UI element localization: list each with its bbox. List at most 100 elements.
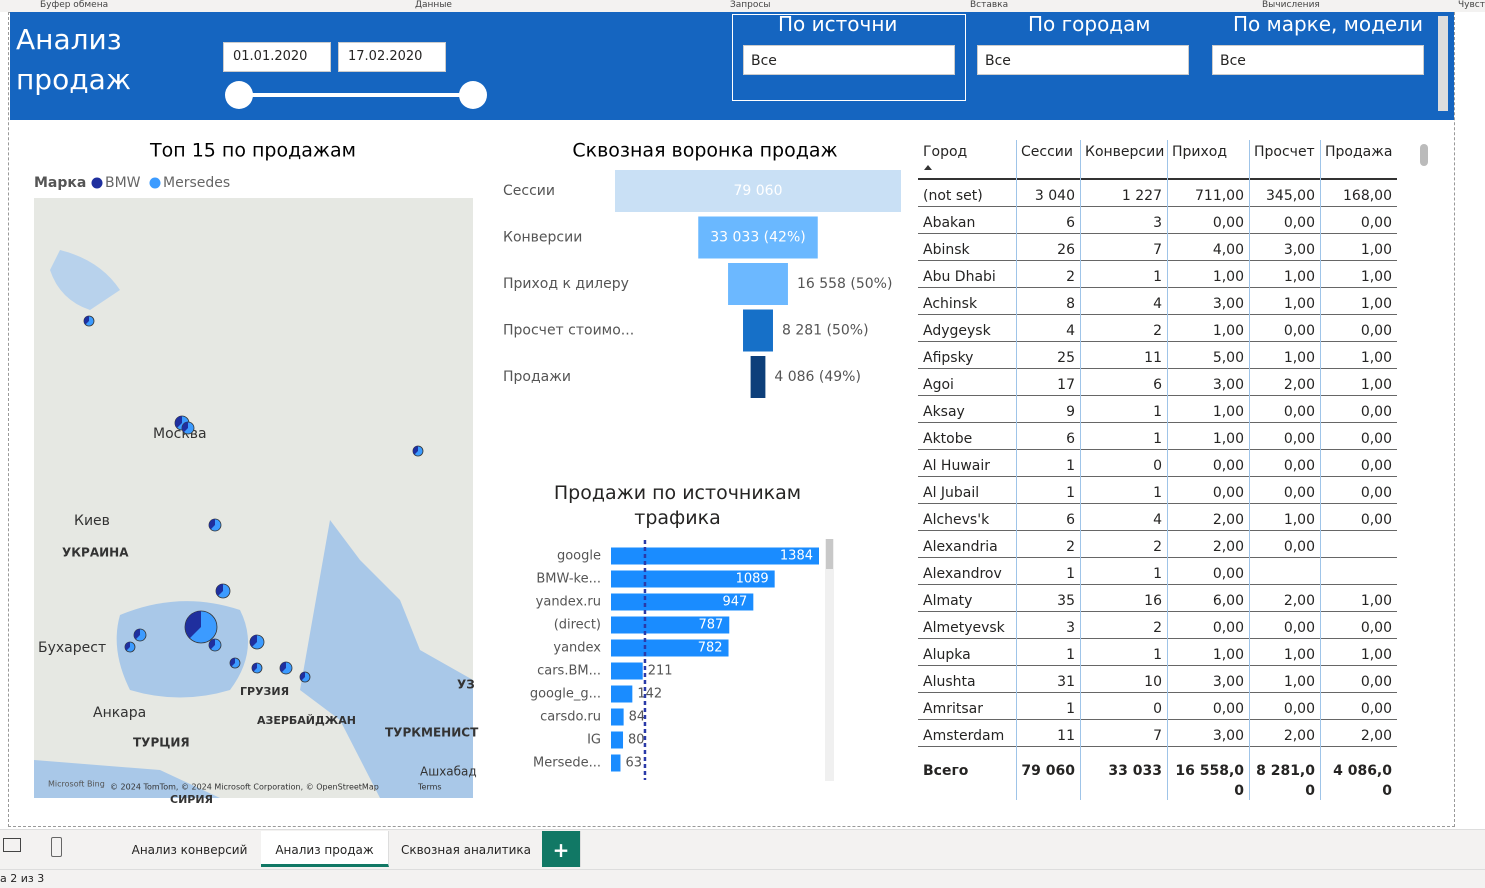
table-cell: 0,00 (1167, 612, 1249, 639)
map-label: СИРИЯ (170, 793, 213, 806)
slicer-title: По городам (1028, 12, 1151, 36)
table-cell: 0,00 (1249, 531, 1320, 558)
chart-title: Продажи по источникам трафика (553, 482, 802, 529)
table-cell: 7 (1080, 720, 1167, 747)
map-bubble-slice (413, 446, 418, 455)
bar-category: cars.BM... (537, 664, 601, 679)
map-label: УКРАИНА (62, 546, 129, 560)
table-cell: Alushta (918, 666, 1016, 693)
table-cell (1249, 558, 1320, 585)
page-tab[interactable]: Анализ конверсий (118, 831, 262, 867)
page-tab[interactable]: Сквозная аналитика (390, 831, 543, 867)
table-cell: 2,00 (1167, 504, 1249, 531)
table-cell: 35 (1016, 585, 1080, 612)
table-cell: 0 (1080, 693, 1167, 720)
ribbon-label: Вставка (970, 0, 1009, 10)
slicer-dropdown[interactable]: Все (977, 45, 1189, 75)
column-header: Конверсии (1085, 144, 1165, 160)
table-cell: 11 (1016, 720, 1080, 747)
table-cell: 1,00 (1249, 342, 1320, 369)
map-bubble-slice (300, 672, 305, 681)
table-cell: 2,00 (1249, 720, 1320, 747)
map-bubble-slice (280, 662, 286, 673)
bar (611, 639, 729, 657)
bar-category: google (557, 549, 601, 564)
table-cell: 6 (1016, 504, 1080, 531)
map-bubble-slice (209, 639, 215, 650)
slicer-dropdown[interactable]: Все (1212, 45, 1424, 75)
table-cell: 16 (1080, 585, 1167, 612)
table-cell: 1,00 (1249, 666, 1320, 693)
table-cell: 4 (1016, 315, 1080, 342)
date-to[interactable]: 17.02.2020 (338, 42, 446, 72)
table-cell: 711,00 (1167, 180, 1249, 207)
bar (611, 754, 621, 772)
table-cell: 1 (1016, 477, 1080, 504)
table-cell: 1 (1016, 558, 1080, 585)
table-cell: 6 (1016, 423, 1080, 450)
bar-category: (direct) (554, 618, 601, 633)
column-divider (1016, 140, 1017, 800)
table-cell: 11 (1080, 342, 1167, 369)
bar-value-label: 84 (629, 710, 646, 725)
table-cell: Afipsky (918, 342, 1016, 369)
table-cell (1320, 558, 1397, 585)
table-cell: 6,00 (1167, 585, 1249, 612)
ribbon-label: Запросы (730, 0, 771, 10)
table-cell: 0,00 (1320, 477, 1397, 504)
bar-category: yandex (553, 641, 601, 656)
table-cell: 1,00 (1320, 261, 1397, 288)
table-cell: 1,00 (1320, 342, 1397, 369)
date-from[interactable]: 01.01.2020 (223, 42, 331, 72)
report-title: Анализ продаж (16, 23, 131, 96)
map-label: Киев (74, 513, 110, 529)
table-cell: 1,00 (1167, 315, 1249, 342)
map-bubble-slice (209, 519, 215, 530)
legend-label: Mersedes (163, 175, 230, 191)
table-cell: Achinsk (918, 288, 1016, 315)
map-bubble-slice (230, 658, 235, 667)
bar-value-label: 947 (722, 595, 747, 610)
ribbon-label: Буфер обмена (40, 0, 109, 10)
table-cell: 4 (1080, 288, 1167, 315)
bar (611, 685, 633, 703)
bar-value-label: 1089 (736, 572, 769, 587)
ribbon-label: Вычисления (1262, 0, 1320, 10)
table-cell: 2 (1016, 261, 1080, 288)
page-tab[interactable]: Анализ продаж (261, 831, 389, 867)
table-cell: 0,00 (1320, 315, 1397, 342)
slicer-dropdown[interactable]: Все (743, 45, 955, 75)
bar-value-label: 211 (648, 664, 673, 679)
table-cell (1320, 531, 1397, 558)
view-icon[interactable] (51, 837, 62, 857)
slider-handle[interactable] (225, 81, 253, 109)
funnel-bar (698, 216, 818, 259)
map-bubble-slice (134, 629, 140, 640)
table-cell: 3 (1016, 612, 1080, 639)
lake (50, 250, 120, 310)
table-cell: Alupka (918, 639, 1016, 666)
table-cell: 2 (1080, 531, 1167, 558)
view-icon[interactable] (3, 838, 21, 852)
map-label: Анкара (93, 705, 146, 721)
table-cell: 1 (1016, 693, 1080, 720)
table-cell: 0,00 (1167, 450, 1249, 477)
bar-category: BMW-ke... (536, 572, 601, 587)
funnel-value-label: 33 033 (42%) (710, 230, 805, 246)
funnel-bar (750, 356, 766, 398)
column-header: Сессии (1021, 144, 1073, 160)
column-divider (1080, 140, 1081, 800)
table-cell: 0,00 (1320, 423, 1397, 450)
table-cell: 8 281,00 (1256, 763, 1315, 799)
table-cell: Всего (923, 763, 969, 779)
table-cell: Aksay (918, 396, 1016, 423)
table-cell: Alexandria (918, 531, 1016, 558)
table-cell: 26 (1016, 234, 1080, 261)
table-cell: 1 (1080, 261, 1167, 288)
table-cell: Aktobe (918, 423, 1016, 450)
page-tab[interactable]: + (542, 831, 581, 867)
map-bubble-slice (175, 416, 182, 428)
slider-handle[interactable] (459, 81, 487, 109)
map-attribution: Microsoft Bing (48, 780, 105, 789)
table-cell: 1 227 (1080, 180, 1167, 207)
